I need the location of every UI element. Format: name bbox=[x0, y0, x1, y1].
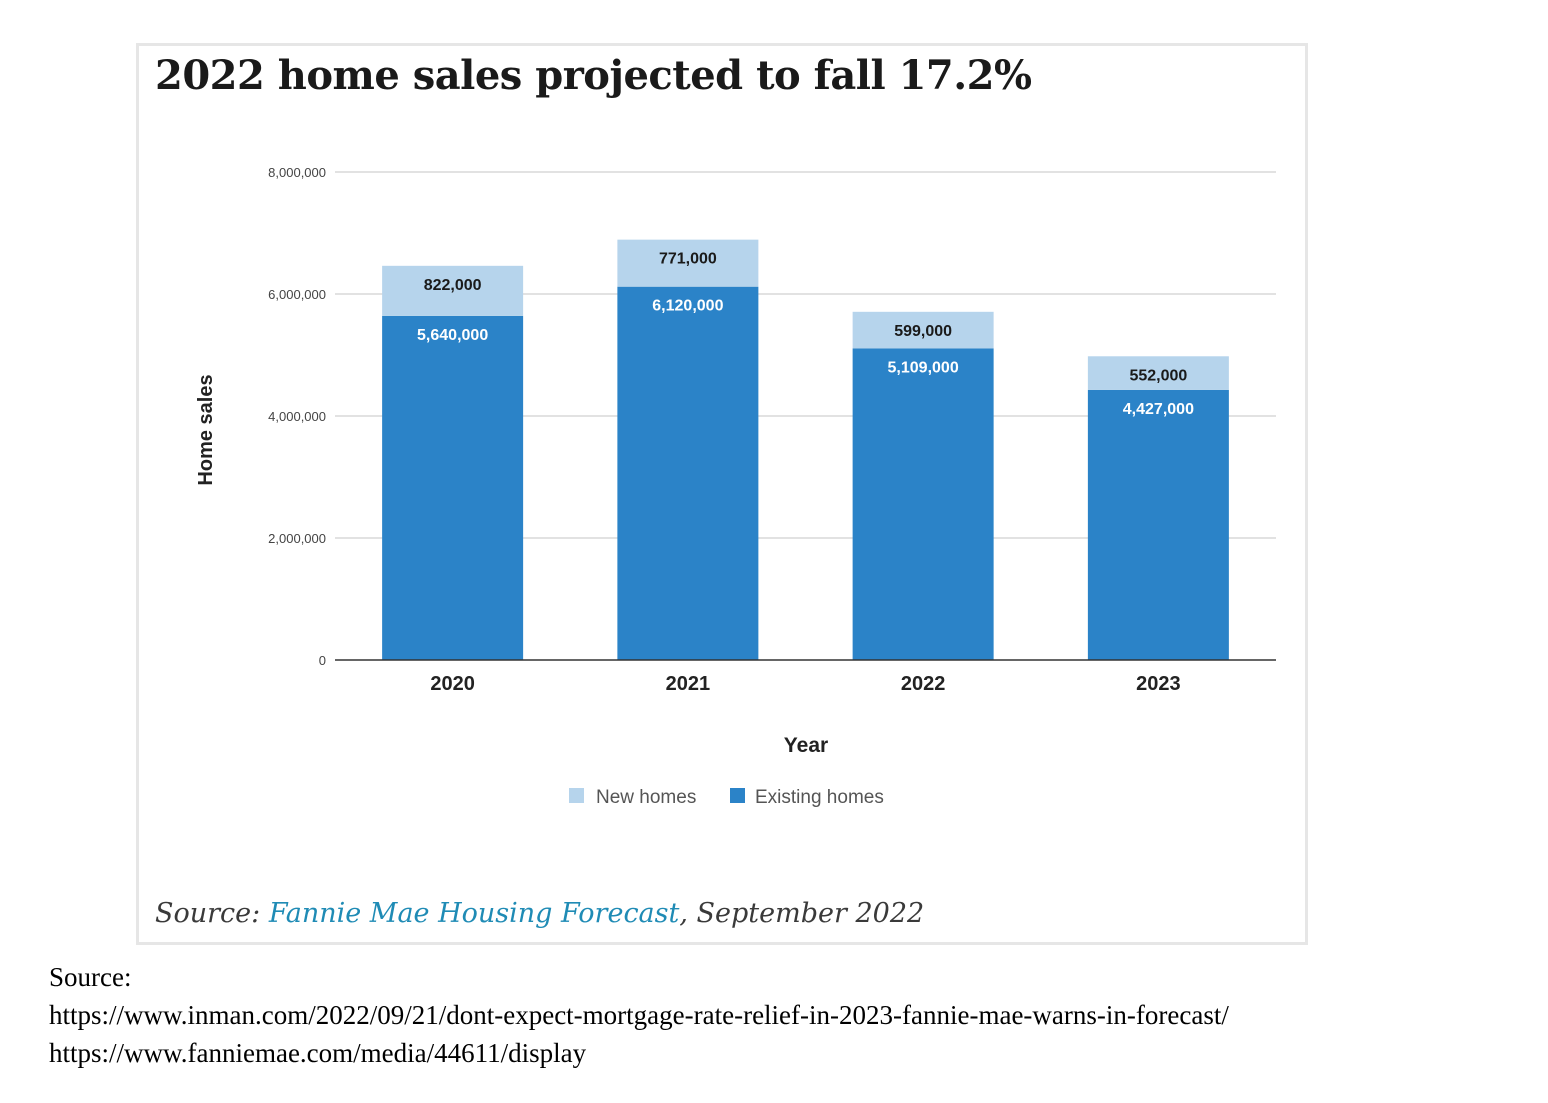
bar-existing-homes-2020 bbox=[382, 315, 524, 660]
y-tick-label: 2,000,000 bbox=[268, 531, 326, 546]
y-tick-label: 4,000,000 bbox=[268, 409, 326, 424]
footer-sources: Source: https://www.inman.com/2022/09/21… bbox=[49, 958, 1229, 1072]
chart-title: 2022 home sales projected to fall 17.2% bbox=[155, 52, 1032, 99]
x-tick-label: 2021 bbox=[666, 673, 711, 695]
y-tick-label: 0 bbox=[319, 653, 326, 668]
x-axis-title: Year bbox=[784, 734, 828, 757]
source-caption: Source: Fannie Mae Housing Forecast, Sep… bbox=[155, 898, 924, 929]
source-prefix: Source: bbox=[155, 898, 269, 929]
bar-existing-homes-2023 bbox=[1087, 389, 1229, 660]
footer-url-fanniemae[interactable]: https://www.fanniemae.com/media/44611/di… bbox=[49, 1038, 587, 1068]
data-label-new-homes-2022: 599,000 bbox=[894, 323, 952, 340]
axes: 0 2,000,000 4,000,000 6,000,000 8,000,000 202… bbox=[268, 165, 1276, 695]
y-tick-label: 6,000,000 bbox=[268, 287, 326, 302]
bars bbox=[382, 239, 1229, 660]
data-label-existing-homes-2021: 6,120,000 bbox=[652, 298, 723, 315]
bar-new-homes-2022 bbox=[852, 311, 994, 349]
data-label-new-homes-2020: 822,000 bbox=[424, 277, 482, 294]
data-label-new-homes-2023: 552,000 bbox=[1129, 367, 1187, 384]
data-label-existing-homes-2023: 4,427,000 bbox=[1123, 401, 1194, 418]
footer-source-label: Source: bbox=[49, 962, 132, 992]
bar-existing-homes-2022 bbox=[852, 348, 994, 660]
legend-swatch-existing-homes bbox=[730, 788, 745, 803]
y-tick-label: 8,000,000 bbox=[268, 165, 326, 180]
x-tick-label: 2020 bbox=[430, 673, 475, 695]
legend: New homes Existing homes bbox=[569, 787, 884, 808]
source-suffix: , September 2022 bbox=[679, 898, 925, 929]
bar-labels: 5,640,000 822,000 6,120,000 771,000 5,109,00… bbox=[417, 251, 1194, 418]
bar-existing-homes-2021 bbox=[617, 286, 759, 660]
x-tick-label: 2023 bbox=[1136, 673, 1181, 695]
bar-new-homes-2020 bbox=[382, 265, 524, 316]
legend-swatch-new-homes bbox=[569, 788, 584, 803]
footer-url-inman[interactable]: https://www.inman.com/2022/09/21/dont-ex… bbox=[49, 1000, 1229, 1030]
y-axis-title: Home sales bbox=[195, 374, 217, 485]
data-label-existing-homes-2020: 5,640,000 bbox=[417, 327, 488, 344]
legend-label-new-homes: New homes bbox=[596, 787, 696, 808]
data-label-existing-homes-2022: 5,109,000 bbox=[888, 359, 959, 376]
x-tick-label: 2022 bbox=[901, 673, 946, 695]
bar-new-homes-2021 bbox=[617, 239, 759, 287]
legend-label-existing-homes: Existing homes bbox=[755, 787, 884, 808]
data-label-new-homes-2021: 771,000 bbox=[659, 251, 717, 268]
source-link[interactable]: Fannie Mae Housing Forecast bbox=[268, 898, 680, 929]
bar-new-homes-2023 bbox=[1087, 356, 1229, 390]
